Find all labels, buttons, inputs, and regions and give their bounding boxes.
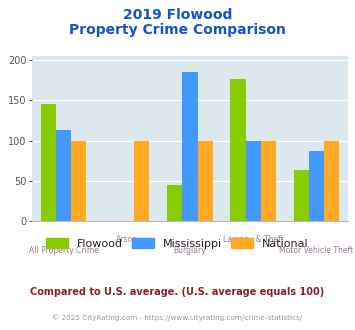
- Text: Burglary: Burglary: [174, 246, 206, 255]
- Bar: [309, 151, 324, 221]
- Bar: [246, 141, 261, 221]
- Bar: [71, 141, 86, 221]
- Bar: [167, 185, 182, 221]
- Bar: [230, 79, 246, 221]
- Bar: [324, 141, 339, 221]
- Bar: [182, 72, 197, 221]
- Text: Larceny & Theft: Larceny & Theft: [223, 235, 284, 244]
- Text: Compared to U.S. average. (U.S. average equals 100): Compared to U.S. average. (U.S. average …: [31, 287, 324, 297]
- Bar: [56, 130, 71, 221]
- Text: Arson: Arson: [116, 235, 138, 244]
- Bar: [261, 141, 276, 221]
- Text: © 2025 CityRating.com - https://www.cityrating.com/crime-statistics/: © 2025 CityRating.com - https://www.city…: [53, 314, 302, 321]
- Text: Motor Vehicle Theft: Motor Vehicle Theft: [279, 246, 354, 255]
- Legend: Flowood, Mississippi, National: Flowood, Mississippi, National: [42, 234, 313, 253]
- Bar: [197, 141, 213, 221]
- Text: All Property Crime: All Property Crime: [29, 246, 98, 255]
- Bar: [294, 170, 309, 221]
- Text: Property Crime Comparison: Property Crime Comparison: [69, 23, 286, 37]
- Bar: [41, 104, 56, 221]
- Text: 2019 Flowood: 2019 Flowood: [123, 8, 232, 22]
- Bar: [134, 141, 149, 221]
